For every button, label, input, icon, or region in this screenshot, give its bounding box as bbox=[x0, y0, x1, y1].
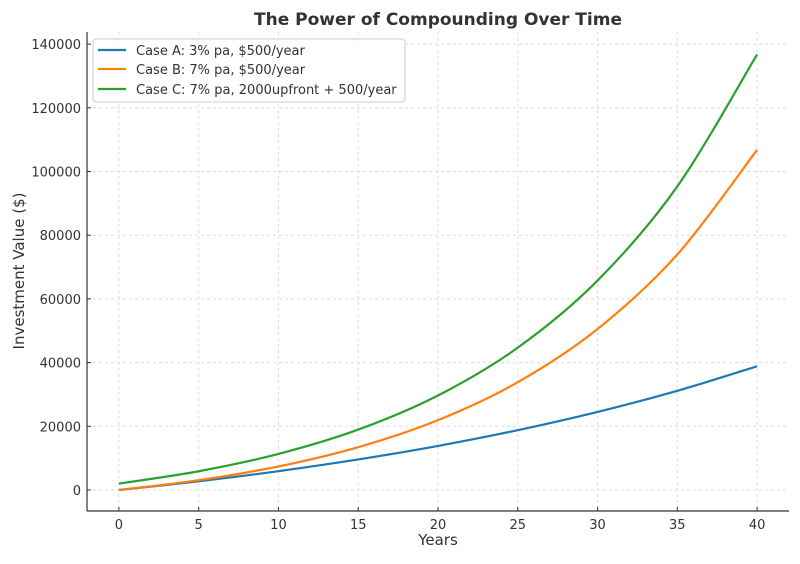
grid bbox=[87, 32, 789, 511]
x-tick-label: 40 bbox=[749, 518, 766, 533]
legend: Case A: 3% pa, $500/year Case B: 7% pa, … bbox=[92, 38, 406, 103]
legend-label-b: Case B: 7% pa, $500/year bbox=[136, 63, 306, 78]
series-line-case-a bbox=[118, 365, 758, 492]
legend-label-c: Case C: 7% pa, 2000upfront + 500/year bbox=[136, 83, 397, 98]
y-tick-label: 80000 bbox=[40, 229, 81, 244]
x-ticks: 0 5 10 15 20 25 30 35 40 bbox=[115, 507, 766, 533]
series-lines bbox=[118, 53, 759, 492]
y-tick-label: 40000 bbox=[40, 357, 81, 372]
series-line-case-c bbox=[118, 53, 759, 485]
series-line-case-b bbox=[118, 149, 758, 492]
x-axis-label: Years bbox=[417, 531, 458, 549]
x-tick-label: 30 bbox=[589, 518, 606, 533]
y-tick-label: 20000 bbox=[40, 420, 81, 435]
axes bbox=[86, 32, 789, 512]
x-tick-label: 5 bbox=[195, 518, 203, 533]
x-tick-label: 15 bbox=[350, 518, 367, 533]
chart-title: The Power of Compounding Over Time bbox=[254, 10, 622, 30]
legend-box bbox=[92, 38, 406, 103]
y-ticks: 0 20000 40000 60000 80000 100000 120000 140000 bbox=[31, 38, 91, 499]
y-tick-label: 100000 bbox=[31, 165, 81, 180]
y-tick-label: 120000 bbox=[31, 102, 81, 117]
x-tick-label: 0 bbox=[115, 518, 123, 533]
y-tick-label: 0 bbox=[73, 484, 81, 499]
y-tick-label: 140000 bbox=[31, 38, 81, 53]
x-tick-label: 35 bbox=[669, 518, 686, 533]
x-tick-label: 20 bbox=[430, 518, 447, 533]
y-tick-label: 60000 bbox=[40, 293, 81, 308]
legend-label-a: Case A: 3% pa, $500/year bbox=[136, 44, 305, 59]
y-axis-label: Investment Value ($) bbox=[10, 193, 28, 350]
x-tick-label: 10 bbox=[270, 518, 287, 533]
x-tick-label: 25 bbox=[509, 518, 526, 533]
